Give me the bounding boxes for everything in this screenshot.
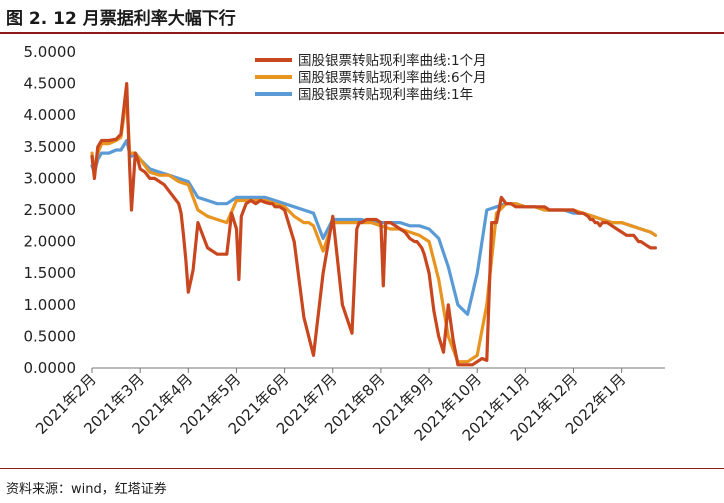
chart-legend: 国股银票转贴现利率曲线:1个月国股银票转贴现利率曲线:6个月国股银票转贴现利率曲… <box>255 52 487 103</box>
line-chart: 0.0000 0.5000 1.0000 1.5000 2.0000 2.5000 3.00… <box>24 43 665 445</box>
series-line <box>90 81 658 367</box>
y-tick-label: 0.5000 <box>24 327 77 345</box>
y-tick-label: 5.0000 <box>24 43 77 61</box>
legend-label: 国股银票转贴现利率曲线:6个月 <box>298 69 487 86</box>
legend-label: 国股银票转贴现利率曲线:1个月 <box>298 52 487 69</box>
title-divider <box>0 32 724 34</box>
series-line <box>90 94 658 364</box>
y-tick-label: 2.0000 <box>24 233 77 251</box>
footer-divider <box>0 468 724 469</box>
series-line <box>90 138 658 316</box>
y-axis-ticks: 0.0000 0.5000 1.0000 1.5000 2.0000 2.5000 3.00… <box>24 43 77 377</box>
figure-title: 图 2. 12 月票据利率大幅下行 <box>6 9 236 29</box>
y-tick-label: 0.0000 <box>24 359 77 377</box>
y-tick-label: 1.5000 <box>24 264 77 282</box>
legend-label: 国股银票转贴现利率曲线:1年 <box>298 86 473 103</box>
x-axis: 2021年2月2021年3月2021年4月2021年5月2021年6月2021年… <box>32 367 665 445</box>
y-tick-label: 4.5000 <box>24 75 77 93</box>
y-tick-label: 3.5000 <box>24 138 77 156</box>
y-tick-label: 4.0000 <box>24 106 77 124</box>
source-note: 资料来源：wind，红塔证券 <box>6 482 167 497</box>
series-lines <box>90 81 658 367</box>
y-tick-label: 3.0000 <box>24 169 77 187</box>
y-tick-label: 1.0000 <box>24 296 77 314</box>
y-tick-label: 2.5000 <box>24 201 77 219</box>
